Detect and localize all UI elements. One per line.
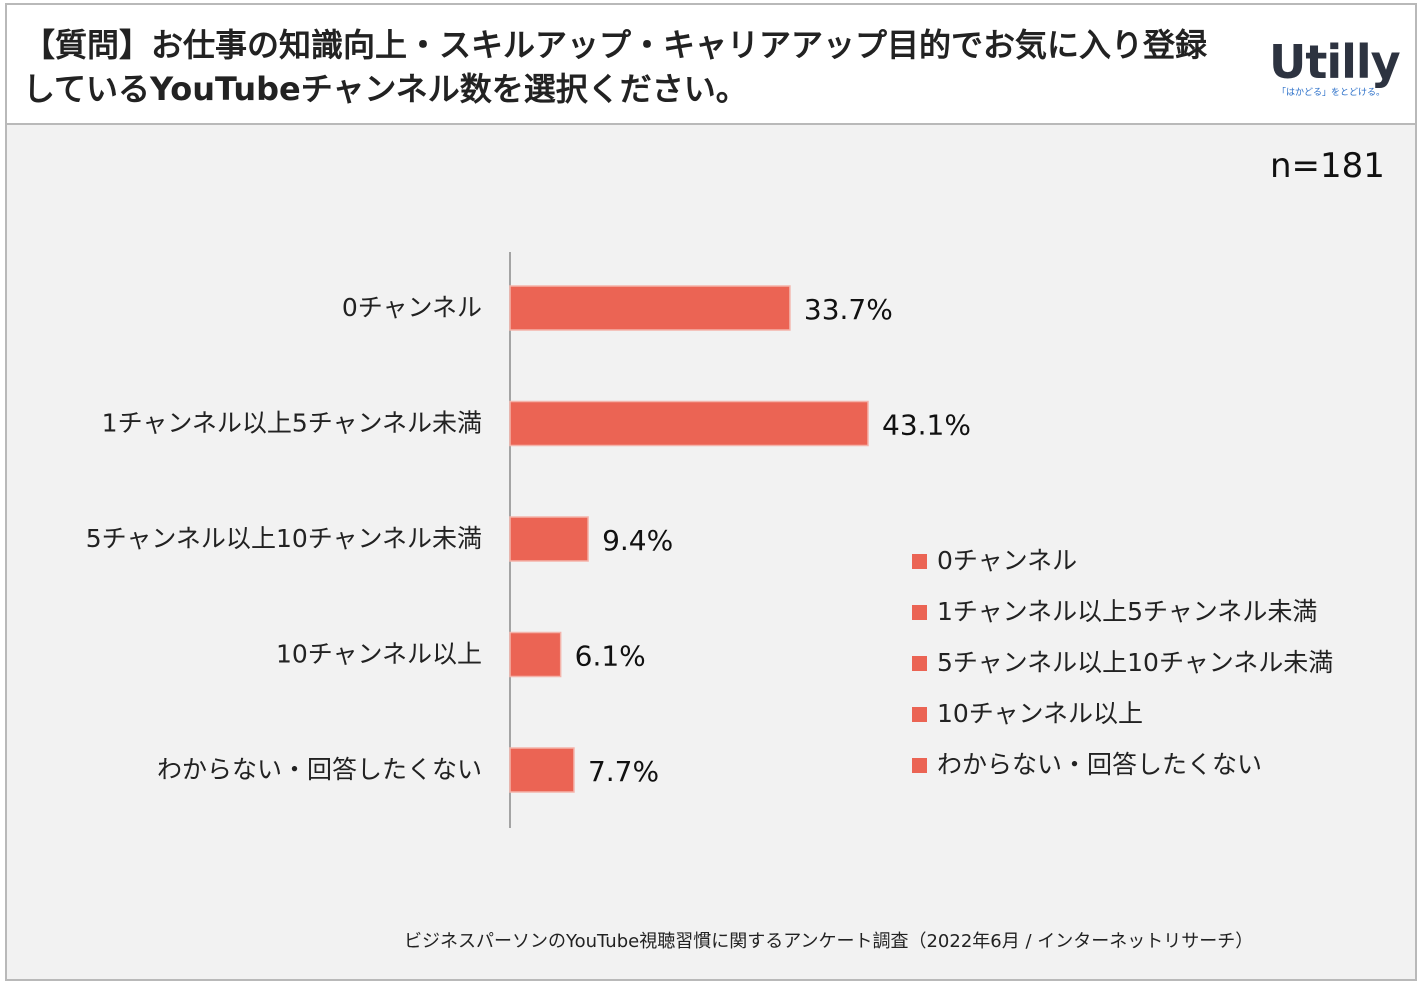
legend-swatch <box>912 758 927 773</box>
sample-size-label: n=181 <box>1270 146 1385 186</box>
legend-swatch <box>912 554 927 569</box>
legend-label: わからない・回答したくない <box>937 749 1263 779</box>
logo-wordmark: Utilly <box>1269 35 1401 89</box>
data-label: 33.7% <box>804 293 893 326</box>
legend-item: わからない・回答したくない <box>912 737 1333 788</box>
legend-swatch <box>912 656 927 671</box>
chart-legend: 0チャンネル 1チャンネル以上5チャンネル未満 5チャンネル以上10チャンネル未満 1… <box>912 533 1333 788</box>
category-label: 5チャンネル以上10チャンネル未満 <box>86 524 482 553</box>
legend-label: 10チャンネル以上 <box>937 698 1144 728</box>
logo-tagline: 「はかどる」をとどける。 <box>1277 88 1386 98</box>
category-label: 0チャンネル <box>342 293 482 322</box>
page-title: 【質問】お仕事の知識向上・スキルアップ・キャリアアップ目的でお気に入り登録してい… <box>23 26 1208 108</box>
legend-item: 1チャンネル以上5チャンネル未満 <box>912 584 1333 635</box>
data-label: 6.1% <box>575 640 646 673</box>
legend-swatch <box>912 605 927 620</box>
bar <box>509 631 562 678</box>
data-label: 7.7% <box>588 755 659 788</box>
chart-frame: 【質問】お仕事の知識向上・スキルアップ・キャリアアップ目的でお気に入り登録してい… <box>5 3 1417 981</box>
legend-swatch <box>912 707 927 722</box>
header: 【質問】お仕事の知識向上・スキルアップ・キャリアアップ目的でお気に入り登録してい… <box>7 5 1415 125</box>
category-label: 1チャンネル以上5チャンネル未満 <box>102 409 482 438</box>
category-label: 10チャンネル以上 <box>276 640 482 669</box>
legend-item: 5チャンネル以上10チャンネル未満 <box>912 635 1333 686</box>
bar <box>509 747 575 793</box>
legend-item: 10チャンネル以上 <box>912 686 1333 737</box>
utilly-logo: Utilly 「はかどる」をとどける。 <box>1269 35 1401 105</box>
category-label: わからない・回答したくない <box>157 755 482 784</box>
bar <box>509 516 589 562</box>
legend-label: 5チャンネル以上10チャンネル未満 <box>937 647 1334 677</box>
bar <box>509 285 791 331</box>
legend-item: 0チャンネル <box>912 533 1333 584</box>
legend-label: 0チャンネル <box>937 545 1078 575</box>
data-label: 9.4% <box>602 524 673 557</box>
source-note: ビジネスパーソンのYouTube視聴習慣に関するアンケート調査（2022年6月 … <box>404 931 1254 952</box>
bar <box>509 400 869 447</box>
legend-label: 1チャンネル以上5チャンネル未満 <box>937 596 1318 626</box>
data-label: 43.1% <box>882 409 971 442</box>
